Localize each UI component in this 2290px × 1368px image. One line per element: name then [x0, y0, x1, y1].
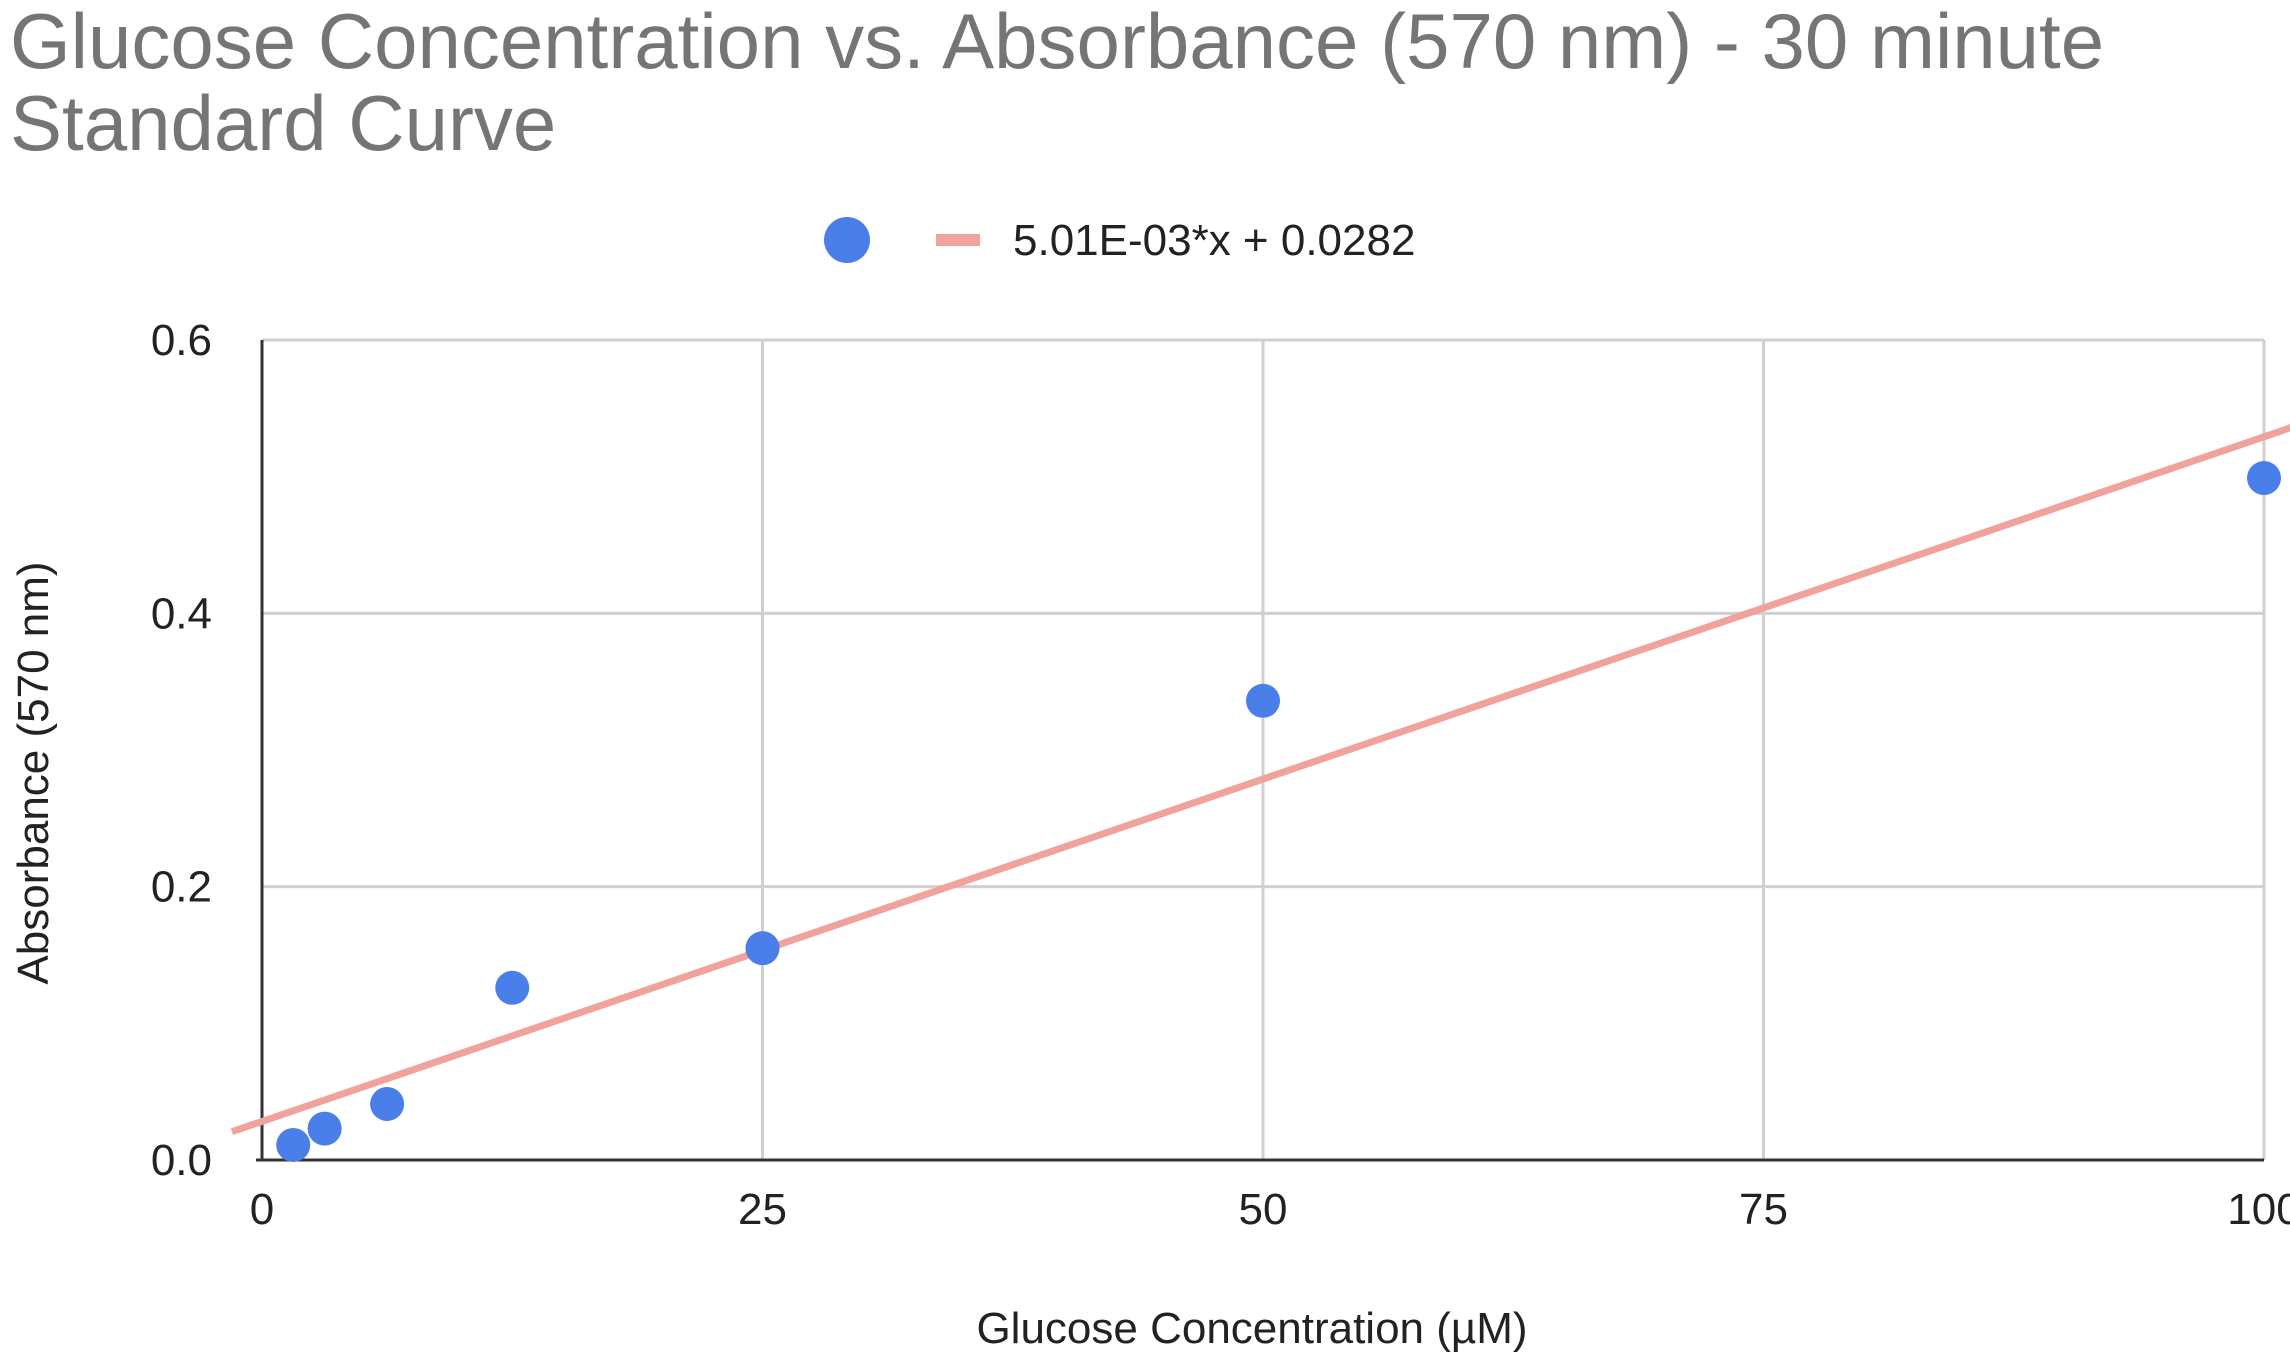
y-tick-label: 0.0	[151, 1136, 212, 1185]
data-point	[276, 1127, 311, 1162]
gridlines	[262, 338, 2266, 1160]
y-tick-label: 0.2	[151, 863, 212, 912]
x-tick-label: 75	[1739, 1185, 1788, 1234]
legend: 5.01E-03*x + 0.0282	[824, 216, 1415, 265]
data-point	[2247, 461, 2281, 496]
data-point	[370, 1086, 405, 1121]
data-point	[307, 1111, 342, 1146]
chart-title-line-2: Standard Curve	[10, 79, 557, 167]
x-tick-label: 0	[250, 1185, 274, 1234]
legend-label-trendline: 5.01E-03*x + 0.0282	[1013, 216, 1415, 265]
data-point	[1246, 683, 1280, 718]
trendline	[230, 424, 2290, 1136]
y-tick-label: 0.6	[151, 316, 212, 365]
y-axis-title: Absorbance (570 nm)	[9, 561, 58, 984]
x-tick-label: 25	[738, 1185, 787, 1234]
chart-title-line-1: Glucose Concentration vs. Absorbance (57…	[10, 0, 2105, 85]
tick-labels: 0.0 0.2 0.4 0.6 0 25 50 75 100	[151, 316, 2290, 1234]
data-points	[276, 461, 2281, 1162]
data-point	[745, 931, 780, 966]
data-point	[495, 970, 530, 1005]
x-axis-title: Glucose Concentration (µM)	[976, 1304, 1527, 1353]
x-tick-label: 50	[1239, 1185, 1288, 1234]
trendline-layer	[230, 424, 2290, 1136]
legend-marker-points	[824, 217, 870, 263]
x-tick-label: 100	[2227, 1185, 2290, 1234]
chart-title: Glucose Concentration vs. Absorbance (57…	[10, 0, 2270, 164]
y-tick-label: 0.4	[151, 589, 212, 638]
axes	[256, 340, 2264, 1162]
